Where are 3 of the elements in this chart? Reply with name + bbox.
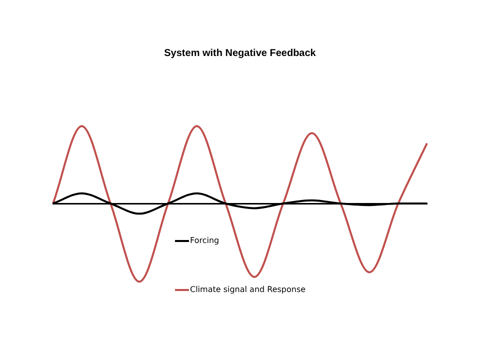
chart-title: System with Negative Feedback: [164, 48, 316, 59]
legend-label: Climate signal and Response: [190, 285, 306, 294]
legend-label: Forcing: [190, 236, 220, 245]
